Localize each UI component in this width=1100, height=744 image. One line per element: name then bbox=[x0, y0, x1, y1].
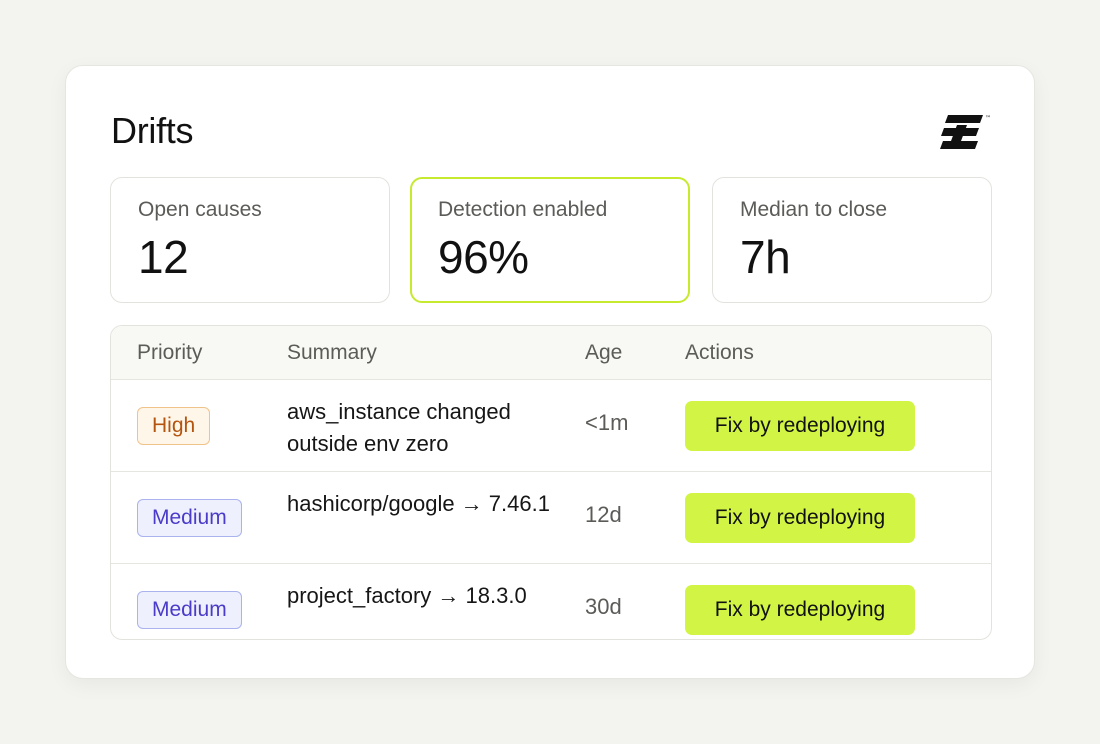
drifts-table: Priority Summary Age Actions High aws_in… bbox=[110, 325, 992, 640]
row-summary: project_factory → 18.3.0 bbox=[287, 583, 527, 608]
drifts-card: Drifts ™ Open causes 12 Detection enable… bbox=[65, 65, 1035, 679]
stat-label: Detection enabled bbox=[438, 198, 608, 221]
column-header-actions: Actions bbox=[685, 341, 754, 364]
table-row: Medium project_factory → 18.3.0 30d Fix … bbox=[111, 564, 991, 639]
fix-by-redeploying-button[interactable]: Fix by redeploying bbox=[685, 493, 915, 543]
brand-logo-icon: ™ bbox=[940, 115, 991, 149]
column-header-summary: Summary bbox=[287, 341, 377, 364]
table-row: High aws_instance changed outside env ze… bbox=[111, 380, 991, 472]
stat-label: Open causes bbox=[138, 198, 262, 221]
stat-detection-enabled: Detection enabled 96% bbox=[410, 177, 690, 303]
stats-row: Open causes 12 Detection enabled 96% Med… bbox=[110, 177, 992, 303]
row-age: <1m bbox=[585, 410, 629, 435]
stat-median-to-close: Median to close 7h bbox=[712, 177, 992, 303]
svg-text:™: ™ bbox=[985, 115, 991, 122]
row-summary: aws_instance changed outside env zero bbox=[287, 399, 511, 456]
table-row: Medium hashicorp/google → 7.46.1 12d Fix… bbox=[111, 472, 991, 564]
fix-by-redeploying-button[interactable]: Fix by redeploying bbox=[685, 585, 915, 635]
priority-badge: Medium bbox=[137, 591, 242, 629]
column-header-age: Age bbox=[585, 341, 623, 364]
fix-by-redeploying-button[interactable]: Fix by redeploying bbox=[685, 401, 915, 451]
stat-open-causes: Open causes 12 bbox=[110, 177, 390, 303]
row-summary: hashicorp/google → 7.46.1 bbox=[287, 491, 550, 516]
table-header: Priority Summary Age Actions bbox=[111, 326, 991, 380]
stat-value: 96% bbox=[438, 231, 529, 283]
priority-badge: High bbox=[137, 407, 211, 445]
stat-value: 7h bbox=[740, 231, 791, 283]
column-header-priority: Priority bbox=[137, 341, 203, 364]
stat-value: 12 bbox=[138, 231, 189, 283]
stat-label: Median to close bbox=[740, 198, 888, 221]
priority-badge: Medium bbox=[137, 499, 242, 537]
row-age: 30d bbox=[585, 594, 622, 619]
row-age: 12d bbox=[585, 502, 622, 527]
card-title: Drifts bbox=[111, 110, 194, 151]
